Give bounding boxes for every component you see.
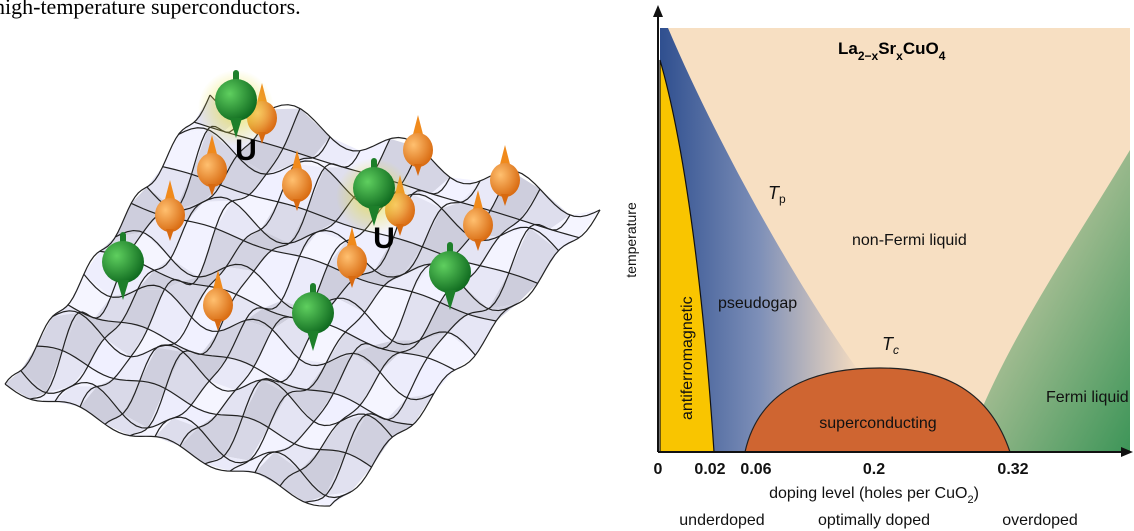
spin-body xyxy=(353,167,395,209)
spin-body xyxy=(463,208,493,242)
regime-label: underdoped xyxy=(679,512,764,529)
spin-body xyxy=(102,241,144,283)
region-label: pseudogap xyxy=(718,295,797,312)
spin-body xyxy=(197,153,227,187)
interaction-label: U xyxy=(373,222,395,255)
caption: high-temperature superconductors. xyxy=(0,0,301,19)
spin-body xyxy=(490,163,520,197)
region-label: Fermi liquid xyxy=(1046,389,1129,406)
spin-body xyxy=(215,79,257,121)
title-part: Sr xyxy=(878,39,896,58)
y-axis-arrow xyxy=(653,5,663,17)
curve-sub: p xyxy=(779,192,786,206)
interaction-label: U xyxy=(235,134,257,167)
x-tick-label: 0.2 xyxy=(863,461,885,478)
spin-body xyxy=(155,198,185,232)
x-label: doping level (holes per CuO2) xyxy=(769,485,979,506)
title-sub: 4 xyxy=(939,49,946,63)
y-label: temperature xyxy=(623,202,639,278)
phase-diagram: La2−xSrxCuO4 temperature Tp Tc antiferro… xyxy=(623,5,1133,529)
curve-sub: c xyxy=(893,343,899,357)
spin-body xyxy=(337,245,367,279)
spin-body xyxy=(292,292,334,334)
figure: high-temperature superconductors. U U La2… xyxy=(0,0,1134,531)
x-tick-label: 0 xyxy=(654,461,663,478)
spin-body xyxy=(282,168,312,202)
x-tick-label: 0.02 xyxy=(694,461,725,478)
title-part: CuO xyxy=(903,39,939,58)
regime-label: overdoped xyxy=(1002,512,1078,529)
spin-body xyxy=(429,251,471,293)
x-tick-label: 0.32 xyxy=(997,461,1028,478)
title-part: La xyxy=(838,39,858,58)
title-sub: 2−x xyxy=(858,49,879,63)
region-label: non-Fermi liquid xyxy=(852,232,967,249)
x-label-end: ) xyxy=(974,485,979,502)
spin-body xyxy=(203,288,233,322)
spin-body xyxy=(403,133,433,167)
regime-label: optimally doped xyxy=(818,512,930,529)
region-label: superconducting xyxy=(819,415,936,432)
region-label: antiferromagnetic xyxy=(679,296,696,420)
x-label-text: doping level (holes per CuO xyxy=(769,485,967,502)
x-tick-label: 0.06 xyxy=(740,461,771,478)
